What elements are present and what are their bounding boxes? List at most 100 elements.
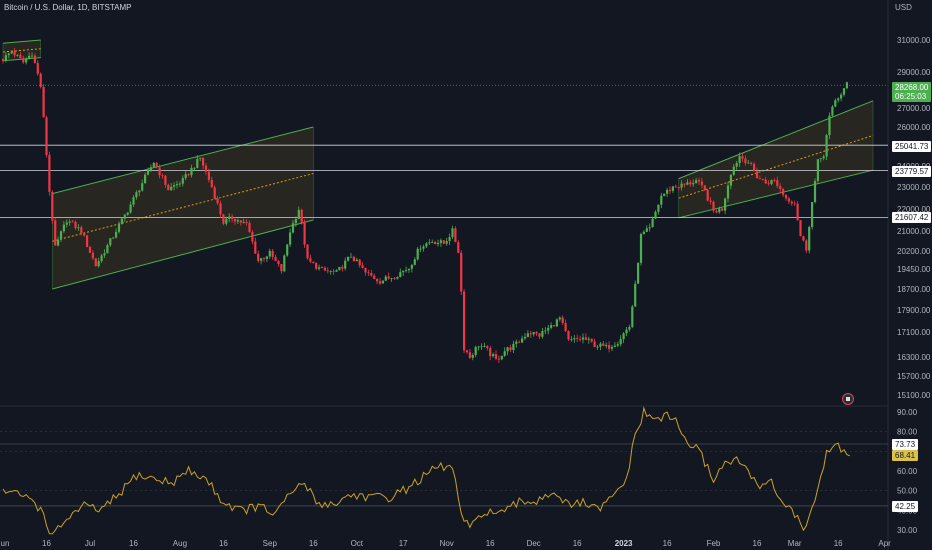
candle-body[interactable] [30,55,34,57]
candle-body[interactable] [755,171,759,179]
candle-body[interactable] [622,333,625,340]
candle-body[interactable] [784,194,788,199]
candle-body[interactable] [378,281,382,284]
candle-body[interactable] [42,87,45,118]
candle-body[interactable] [262,258,266,260]
candle-body[interactable] [248,222,251,233]
candle-body[interactable] [283,255,286,272]
candle-body[interactable] [170,186,173,191]
candle-body[interactable] [735,162,738,167]
candle-body[interactable] [689,182,692,185]
candle-body[interactable] [805,240,808,251]
candle-body[interactable] [541,331,544,337]
candle-body[interactable] [103,253,106,256]
candle-body[interactable] [120,218,123,224]
candle-body[interactable] [706,189,709,201]
candle-body[interactable] [625,329,628,334]
candle-body[interactable] [257,253,260,261]
candle-body[interactable] [637,262,640,284]
candle-body[interactable] [770,180,773,185]
candle-body[interactable] [39,73,42,88]
candle-body[interactable] [523,336,527,339]
candle-body[interactable] [596,346,599,348]
candle-body[interactable] [802,236,805,241]
candle-body[interactable] [332,271,335,272]
candle-body[interactable] [703,185,706,190]
candle-body[interactable] [19,54,22,59]
candle-body[interactable] [80,227,83,234]
candle-body[interactable] [764,179,767,184]
candle-body[interactable] [149,167,152,170]
candle-body[interactable] [135,192,138,198]
candle-body[interactable] [83,233,86,236]
candle-body[interactable] [712,201,715,211]
candle-body[interactable] [471,355,474,358]
candle-body[interactable] [364,267,367,273]
candle-body[interactable] [303,222,306,245]
candle-body[interactable] [10,51,13,54]
candle-body[interactable] [842,88,846,95]
candle-body[interactable] [497,358,500,360]
candle-body[interactable] [373,275,376,279]
candle-body[interactable] [123,214,126,219]
candle-body[interactable] [460,252,463,292]
candle-body[interactable] [506,347,509,352]
candle-body[interactable] [558,317,561,320]
candle-body[interactable] [845,82,848,89]
candle-body[interactable] [555,319,558,327]
candle-body[interactable] [645,228,648,232]
candle-body[interactable] [605,345,608,346]
candle-body[interactable] [22,58,25,63]
candle-body[interactable] [428,242,431,244]
candle-body[interactable] [790,201,793,204]
candle-body[interactable] [724,198,727,211]
candle-body[interactable] [465,350,469,353]
candle-body[interactable] [634,283,637,307]
candle-body[interactable] [477,346,480,348]
candle-body[interactable] [355,259,358,262]
candle-body[interactable] [367,272,370,274]
candle-body[interactable] [286,244,289,256]
candle-body[interactable] [811,202,814,227]
candle-body[interactable] [729,174,732,186]
candle-body[interactable] [242,222,245,223]
candle-body[interactable] [271,250,274,257]
candle-body[interactable] [399,272,402,278]
candle-body[interactable] [741,156,744,159]
candle-body[interactable] [381,280,384,284]
candle-body[interactable] [448,237,451,242]
candle-body[interactable] [196,158,199,168]
candle-body[interactable] [204,165,208,172]
candle-body[interactable] [187,174,190,176]
candle-body[interactable] [112,237,115,239]
candle-body[interactable] [593,341,596,347]
candle-body[interactable] [639,233,643,263]
candle-body[interactable] [538,333,541,337]
candle-body[interactable] [48,154,51,192]
candle-body[interactable] [349,256,353,258]
candle-body[interactable] [88,246,92,253]
candle-body[interactable] [222,214,225,224]
candle-body[interactable] [529,333,532,335]
candle-body[interactable] [668,189,672,191]
candle-body[interactable] [718,208,721,213]
candle-body[interactable] [45,117,48,155]
candle-body[interactable] [268,250,271,257]
candle-body[interactable] [686,182,689,185]
candle-body[interactable] [445,241,448,244]
candle-body[interactable] [175,183,179,186]
candle-body[interactable] [347,256,350,261]
candle-body[interactable] [144,174,147,184]
candle-body[interactable] [352,256,355,262]
candle-body[interactable] [33,55,36,63]
candle-body[interactable] [344,260,347,269]
candle-body[interactable] [654,211,657,219]
candle-body[interactable] [370,273,373,276]
candle-body[interactable] [431,241,434,243]
candle-body[interactable] [402,270,405,273]
candle-body[interactable] [62,224,65,232]
candle-body[interactable] [329,271,332,272]
candle-body[interactable] [158,167,161,176]
candle-body[interactable] [326,270,329,272]
candle-body[interactable] [245,222,248,223]
